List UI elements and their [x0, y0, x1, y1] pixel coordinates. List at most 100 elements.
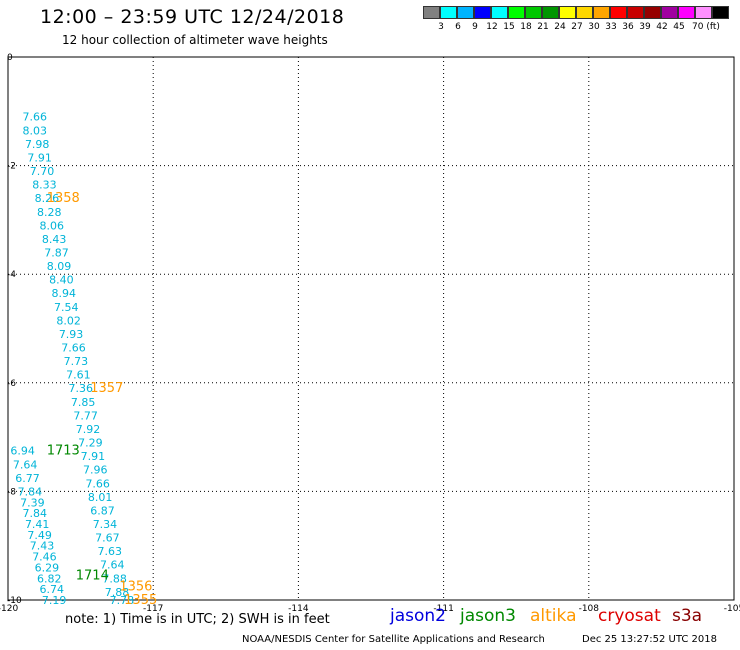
wave-height-value: 7.87	[44, 246, 69, 259]
wave-height-value: 8.03	[23, 124, 48, 137]
wave-height-value: 8.33	[32, 179, 57, 192]
wave-height-value: 6.74	[39, 583, 64, 596]
colorbar-label: 36	[622, 22, 634, 32]
wave-height-value: 7.91	[27, 151, 52, 164]
lon-tick-label: -108	[579, 604, 600, 614]
wave-height-value: 7.29	[78, 437, 103, 450]
wave-height-value: 6.87	[90, 504, 115, 517]
colorbar-label: 21	[537, 22, 549, 32]
wave-height-value: 7.70	[30, 165, 54, 178]
wave-height-value: 7.41	[25, 518, 50, 531]
colorbar-swatch	[627, 6, 644, 19]
wave-height-value: 7.34	[93, 518, 118, 531]
colorbar-swatch	[644, 6, 661, 19]
pass-time-label: 1356	[119, 579, 152, 594]
lon-tick-label: -114	[288, 604, 309, 614]
wave-height-value: 7.85	[71, 396, 96, 409]
wave-height-value: 8.26	[35, 192, 60, 205]
colorbar-swatch	[491, 6, 508, 19]
colorbar-label: 3	[438, 22, 444, 32]
wave-height-value: 7.61	[66, 369, 91, 382]
colorbar-label: 39	[639, 22, 651, 32]
wave-height-value: 7.36	[69, 382, 94, 395]
wave-height-value: 7.77	[73, 409, 98, 422]
colorbar-label: 45	[673, 22, 685, 32]
wave-height-value: 7.46	[32, 551, 57, 564]
colorbar-swatch	[593, 6, 610, 19]
lat-tick-label: 0	[7, 53, 13, 63]
colorbar-label: 18	[520, 22, 532, 32]
wave-height-value: 7.19	[42, 594, 67, 607]
wave-height-value: 7.88	[105, 586, 130, 599]
colorbar-swatch	[542, 6, 559, 19]
wave-height-value: 7.66	[85, 477, 110, 490]
colorbar-swatch	[440, 6, 457, 19]
wave-height-value: 7.67	[95, 532, 120, 545]
wave-height-value: 6.82	[37, 572, 62, 585]
lon-tick-label: -111	[433, 604, 453, 614]
colorbar-label: 24	[554, 22, 566, 32]
pass-time-label: 1357	[90, 381, 123, 396]
colorbar-label: 9	[472, 22, 478, 32]
wave-height-value: 7.64	[13, 458, 38, 471]
lat-tick-label: -8	[7, 487, 16, 497]
wave-height-value: 7.64	[100, 559, 125, 572]
wave-height-value: 8.40	[49, 274, 74, 287]
wave-height-value: 6.29	[35, 561, 60, 574]
colorbar-swatch	[678, 6, 695, 19]
lon-tick-label: -120	[0, 604, 18, 614]
wave-height-value: 7.66	[23, 111, 48, 124]
lon-tick-label: -117	[143, 604, 163, 614]
colorbar-label: 27	[571, 22, 583, 32]
colorbar-swatch	[712, 6, 729, 19]
wave-height-value: 7.88	[102, 572, 127, 585]
colorbar-swatch	[576, 6, 593, 19]
wave-height-value: 7.49	[27, 529, 52, 542]
wave-height-value: 7.96	[83, 464, 108, 477]
footer-timestamp: Dec 25 13:27:52 UTC 2018	[582, 634, 717, 645]
map-frame	[7, 56, 735, 601]
colorbar-label: 70 (ft)	[692, 22, 720, 32]
wave-height-value: 8.01	[88, 491, 113, 504]
lat-tick-label: -2	[7, 162, 16, 172]
colorbar-label: 15	[503, 22, 515, 32]
colorbar-label: 30	[588, 22, 600, 32]
colorbar-label: 6	[455, 22, 461, 32]
lon-tick-label: -105	[724, 604, 740, 614]
colorbar-swatch	[508, 6, 525, 19]
pass-time-label: 1714	[76, 569, 109, 584]
wave-height-value: 7.73	[64, 355, 89, 368]
legend-s3a: s3a	[672, 606, 703, 626]
wave-height-value: 7.54	[54, 301, 78, 314]
colorbar-swatch	[474, 6, 491, 19]
legend-jason2: jason2	[390, 606, 446, 626]
wave-height-value: 7.39	[20, 496, 44, 509]
lat-tick-label: -6	[7, 379, 16, 389]
colorbar-swatch	[559, 6, 576, 19]
wave-height-value: 6.77	[15, 472, 40, 485]
colorbar-swatch	[525, 6, 542, 19]
pass-time-label: 1713	[47, 444, 80, 459]
colorbar-label: 33	[605, 22, 617, 32]
colorbar-swatch	[423, 6, 440, 19]
legend-altika: altika	[530, 606, 577, 626]
wave-height-value: 8.28	[37, 206, 62, 219]
pass-time-label: 1355	[124, 593, 157, 608]
wave-height-value: 7.84	[18, 485, 43, 498]
colorbar-swatch	[610, 6, 627, 19]
legend-jason3: jason3	[460, 606, 516, 626]
footer-credit: NOAA/NESDIS Center for Satellite Applica…	[242, 634, 545, 645]
map-subtitle: 12 hour collection of altimeter wave hei…	[62, 33, 328, 47]
lat-tick-label: -10	[7, 596, 22, 606]
colorbar-swatch	[457, 6, 474, 19]
wave-height-value: 6.94	[10, 445, 34, 458]
wave-height-value: 7.63	[98, 545, 123, 558]
wave-height-value: 8.06	[39, 219, 64, 232]
wave-height-value: 7.92	[76, 423, 101, 436]
wave-height-value: 7.91	[81, 450, 106, 463]
wave-height-value: 8.43	[42, 233, 67, 246]
wave-height-value: 7.66	[61, 342, 86, 355]
wave-height-value: 7.98	[25, 138, 50, 151]
wave-height-value: 8.09	[47, 260, 72, 273]
